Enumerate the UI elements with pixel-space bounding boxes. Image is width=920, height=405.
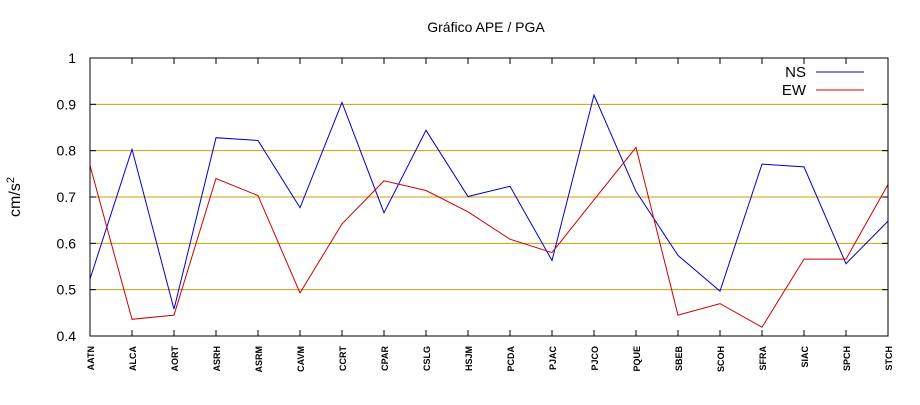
x-tick-label: CCRT — [338, 346, 348, 371]
x-tick-label: ASRH — [212, 346, 222, 372]
series-line-ns — [89, 93, 889, 310]
y-tick-label: 0.5 — [57, 282, 77, 298]
series-line-ew — [89, 146, 889, 328]
y-tick-label: 0.4 — [57, 328, 77, 344]
x-tick-label: ALCA — [128, 346, 138, 371]
x-tick-label: SFRA — [758, 346, 768, 371]
x-tick-label: PQUE — [632, 346, 642, 372]
chart-title: Gráfico APE / PGA — [427, 19, 545, 35]
y-tick-label: 0.6 — [57, 235, 77, 251]
x-axis-ticks: AATN ALCA AORT ASRH ASRM CAVM CCRT CPAR CSLG HSJM… — [86, 58, 894, 373]
legend-label: EW — [782, 82, 807, 99]
y-axis-label-exponent: 2 — [5, 177, 17, 183]
y-axis-label: cm/s2 — [5, 177, 24, 217]
x-tick-label: AATN — [86, 346, 96, 370]
legend-label: NS — [785, 64, 806, 81]
x-tick-label: HSJM — [464, 346, 474, 371]
x-tick-label: STCH — [884, 346, 894, 371]
y-tick-label: 0.7 — [57, 189, 77, 205]
y-tick-label: 1 — [68, 50, 76, 66]
series-lines — [89, 93, 889, 328]
x-tick-label: CAVM — [296, 346, 306, 372]
x-tick-label: ASRM — [254, 346, 264, 373]
y-tick-label: 0.8 — [57, 143, 77, 159]
x-tick-label: CPAR — [380, 346, 390, 371]
x-tick-label: PJAC — [548, 346, 558, 371]
y-axis-ticks: 0.4 0.5 0.6 0.7 0.8 0.9 1 — [57, 50, 888, 344]
x-tick-label: AORT — [170, 346, 180, 372]
x-tick-label: PCDA — [506, 346, 516, 372]
x-tick-label: SIAC — [800, 346, 810, 368]
x-tick-label: CSLG — [422, 346, 432, 371]
x-tick-label: SCOH — [716, 346, 726, 372]
y-axis-label-unit: cm/s — [7, 183, 24, 217]
x-tick-label: SBEB — [674, 346, 684, 372]
x-tick-label: PJCO — [590, 346, 600, 371]
grid-lines — [90, 103, 888, 291]
y-tick-label: 0.9 — [57, 96, 77, 112]
x-tick-label: SPCH — [842, 346, 852, 371]
